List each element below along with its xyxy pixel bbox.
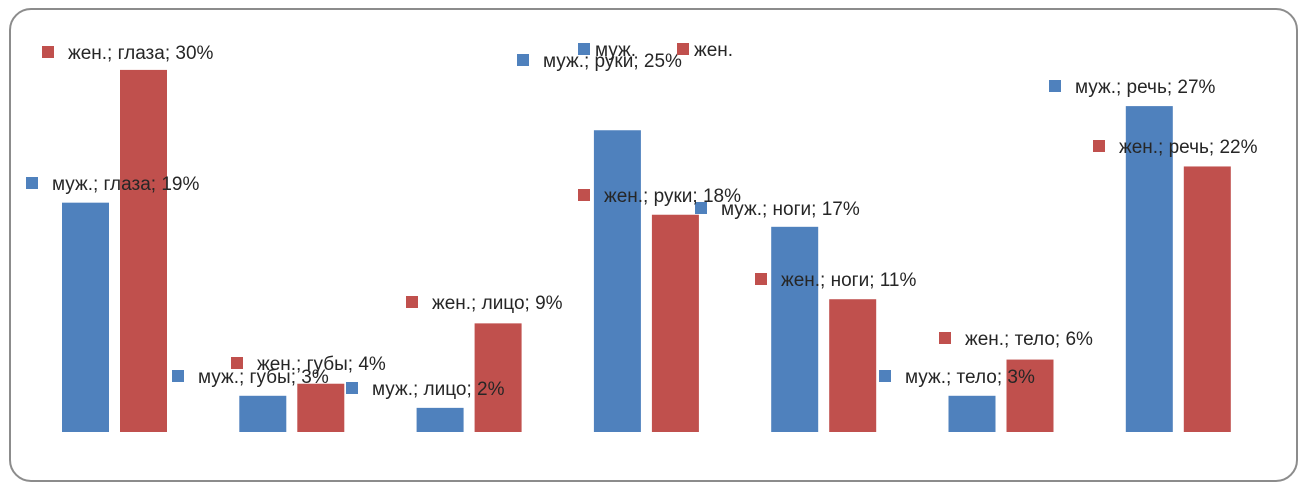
- data-label-marker: [172, 370, 184, 382]
- bar-male-4: [771, 226, 819, 432]
- data-label-marker: [695, 202, 707, 214]
- bar-female-3: [651, 214, 699, 432]
- data-label-marker: [1049, 80, 1061, 92]
- data-label: жен.; лицо; 9%: [432, 293, 563, 314]
- legend-label: муж.: [595, 40, 636, 61]
- data-label-marker: [939, 332, 951, 344]
- data-label-marker: [231, 357, 243, 369]
- data-label: муж.; ноги; 17%: [721, 199, 860, 220]
- data-label: муж.; глаза; 19%: [52, 174, 199, 195]
- data-label: муж.; речь; 27%: [1075, 77, 1216, 98]
- bar-male-3: [593, 130, 641, 432]
- bar-male-5: [948, 395, 996, 432]
- legend-label: жен.: [694, 40, 733, 61]
- data-label: жен.; руки; 18%: [604, 186, 741, 207]
- data-label-marker: [879, 370, 891, 382]
- bar-female-4: [829, 299, 877, 432]
- data-label: муж.; тело; 3%: [905, 367, 1035, 388]
- data-label: жен.; речь; 22%: [1119, 137, 1258, 158]
- legend-marker: [677, 43, 689, 55]
- bar-male-1: [239, 395, 287, 432]
- data-label-marker: [1093, 140, 1105, 152]
- data-label-marker: [578, 189, 590, 201]
- data-label: жен.; глаза; 30%: [68, 43, 214, 64]
- bar-female-5: [1006, 359, 1054, 432]
- bar-female-1: [297, 383, 345, 432]
- data-label: жен.; ноги; 11%: [781, 270, 916, 291]
- data-label: жен.; губы; 4%: [257, 354, 386, 375]
- data-label: муж.; руки; 25%: [543, 51, 682, 72]
- data-label-marker: [517, 54, 529, 66]
- data-label: муж.; лицо; 2%: [372, 379, 505, 400]
- data-label-marker: [346, 382, 358, 394]
- data-label-marker: [26, 177, 38, 189]
- bar-female-0: [120, 69, 167, 433]
- legend-marker: [578, 43, 590, 55]
- bar-male-2: [416, 407, 464, 432]
- bar-male-6: [1125, 106, 1173, 433]
- data-label-marker: [42, 46, 54, 58]
- bar-female-6: [1183, 166, 1231, 432]
- bar-female-2: [474, 323, 522, 432]
- data-label-marker: [755, 273, 767, 285]
- data-label: муж.; губы; 3%: [198, 367, 329, 388]
- bar-male-0: [62, 202, 109, 432]
- data-label: жен.; тело; 6%: [965, 329, 1093, 350]
- data-label-marker: [406, 296, 418, 308]
